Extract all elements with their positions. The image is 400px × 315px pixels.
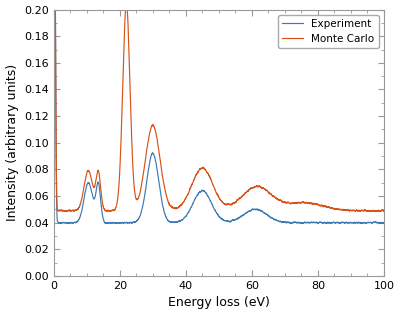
Monte Carlo: [250, 186, 254, 190]
Monte Carlo: [52, 8, 56, 11]
Line: Experiment: Experiment: [54, 9, 384, 223]
Monte Carlo: [64, 210, 68, 214]
Monte Carlo: [323, 205, 328, 209]
Experiment: [323, 221, 328, 225]
Experiment: [52, 8, 56, 11]
Monte Carlo: [178, 204, 182, 208]
Y-axis label: Intensity (arbitrary units): Intensity (arbitrary units): [6, 64, 18, 221]
Experiment: [298, 221, 303, 225]
Monte Carlo: [298, 201, 303, 204]
Experiment: [51, 79, 56, 83]
Experiment: [112, 221, 116, 225]
Experiment: [178, 219, 182, 223]
Experiment: [266, 214, 271, 218]
Legend: Experiment, Monte Carlo: Experiment, Monte Carlo: [278, 15, 379, 48]
Monte Carlo: [51, 67, 56, 71]
Experiment: [70, 221, 75, 225]
Line: Monte Carlo: Monte Carlo: [54, 9, 384, 212]
Monte Carlo: [112, 209, 116, 212]
Monte Carlo: [382, 210, 386, 214]
X-axis label: Energy loss (eV): Energy loss (eV): [168, 296, 270, 309]
Experiment: [382, 221, 386, 225]
Experiment: [250, 208, 254, 212]
Monte Carlo: [266, 191, 271, 195]
